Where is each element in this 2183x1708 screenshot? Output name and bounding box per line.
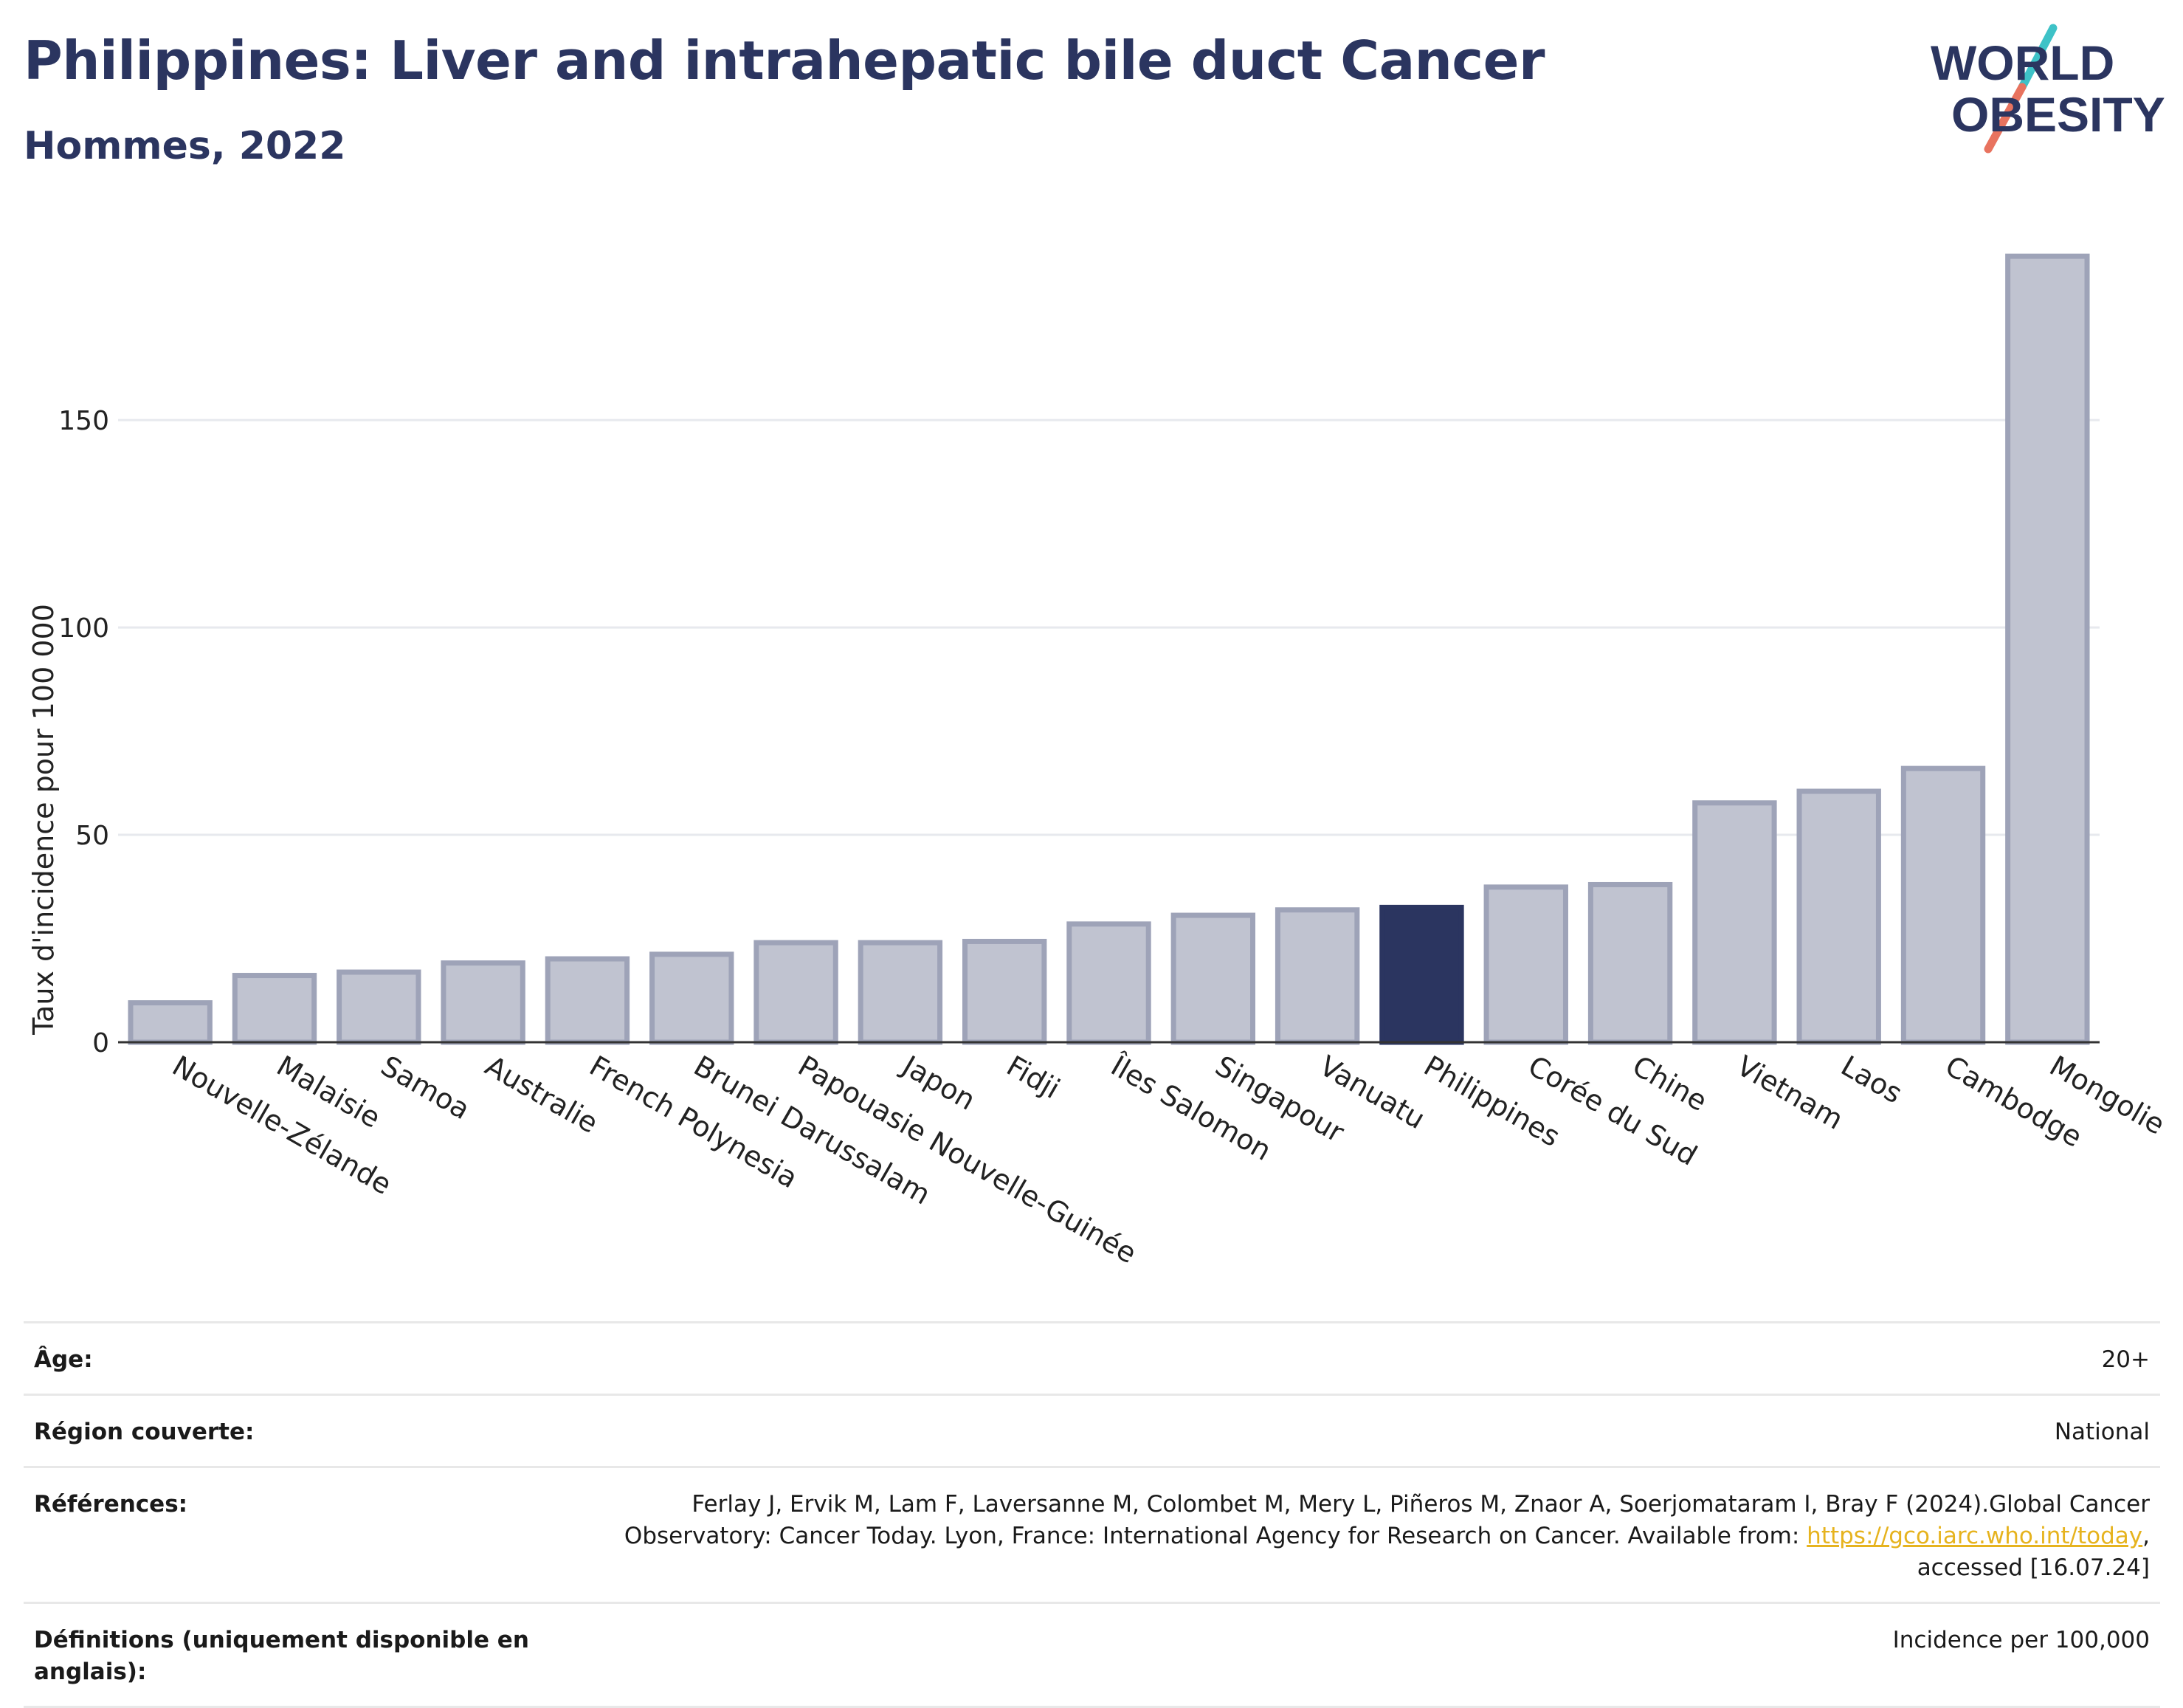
bar-highlighted <box>1379 904 1464 1045</box>
meta-row-region: Région couverte: National <box>24 1396 2160 1468</box>
logo-stroke-teal <box>2018 24 2058 92</box>
chart-title: Philippines: Liver and intrahepatic bile… <box>24 30 1545 92</box>
meta-row-references: Références: Ferlay J, Ervik M, Lam F, La… <box>24 1468 2160 1604</box>
meta-label-references: Références: <box>34 1491 188 1518</box>
y-tick-labels: 0 50 100 150 <box>58 406 109 1058</box>
bar <box>1170 912 1256 1045</box>
bar <box>858 940 943 1045</box>
y-tick-label: 150 <box>58 406 109 436</box>
y-tick-label: 0 <box>92 1028 109 1058</box>
bars <box>128 253 2090 1045</box>
bar <box>1692 800 1777 1045</box>
bar <box>1796 788 1881 1045</box>
references-link[interactable]: https://gco.iarc.who.int/today <box>1807 1523 2143 1549</box>
bar <box>1483 884 1568 1045</box>
y-tick-label: 100 <box>58 613 109 644</box>
bar <box>753 940 838 1045</box>
references-suffix: , accessed [16.07.24] <box>1917 1523 2150 1581</box>
x-tick-label: Fidji <box>1001 1050 1066 1106</box>
bar <box>1900 765 1986 1045</box>
meta-label-region: Région couverte: <box>34 1419 255 1445</box>
bar <box>1587 881 1673 1045</box>
grid-lines <box>118 419 2100 836</box>
logo-line1: WORLD <box>1931 35 2114 90</box>
chart-subtitle: Hommes, 2022 <box>24 124 346 168</box>
bar <box>232 973 317 1045</box>
x-tick-label: Laos <box>1835 1050 1908 1110</box>
meta-row-age: Âge: 20+ <box>24 1323 2160 1396</box>
meta-value-age: 20+ <box>2101 1346 2150 1373</box>
bar <box>441 960 525 1045</box>
logo-stroke-coral <box>1984 83 2027 154</box>
meta-label-age: Âge: <box>34 1346 93 1373</box>
y-axis-label: Taux d'incidence pour 100 000 <box>27 604 60 1036</box>
meta-row-definitions: Définitions (uniquement disponible en an… <box>24 1604 2160 1708</box>
x-tick-label: Samoa <box>376 1050 475 1126</box>
logo-line2: OBESITY <box>1951 87 2165 142</box>
meta-value-region: National <box>2054 1419 2150 1445</box>
meta-value-definitions: Incidence per 100,000 <box>1892 1627 2150 1653</box>
bar <box>2005 253 2090 1045</box>
bar <box>545 956 630 1045</box>
bar <box>1275 907 1360 1045</box>
bar <box>962 938 1047 1045</box>
bar <box>337 969 421 1045</box>
bar <box>128 1000 213 1045</box>
x-tick-label: Vietnam <box>1731 1050 1849 1136</box>
metadata-table: Âge: 20+ Région couverte: National Référ… <box>24 1321 2160 1708</box>
meta-value-references: Ferlay J, Ervik M, Lam F, Laversanne M, … <box>585 1489 2150 1584</box>
world-obesity-logo: WORLD OBESITY <box>1931 24 2165 154</box>
meta-label-definitions: Définitions (uniquement disponible en an… <box>34 1627 529 1685</box>
y-tick-label: 50 <box>75 821 109 851</box>
references-text: Ferlay J, Ervik M, Lam F, Laversanne M, … <box>624 1491 2150 1549</box>
x-tick-label: Australie <box>480 1050 604 1140</box>
bar <box>649 951 734 1045</box>
bar <box>1066 921 1151 1045</box>
